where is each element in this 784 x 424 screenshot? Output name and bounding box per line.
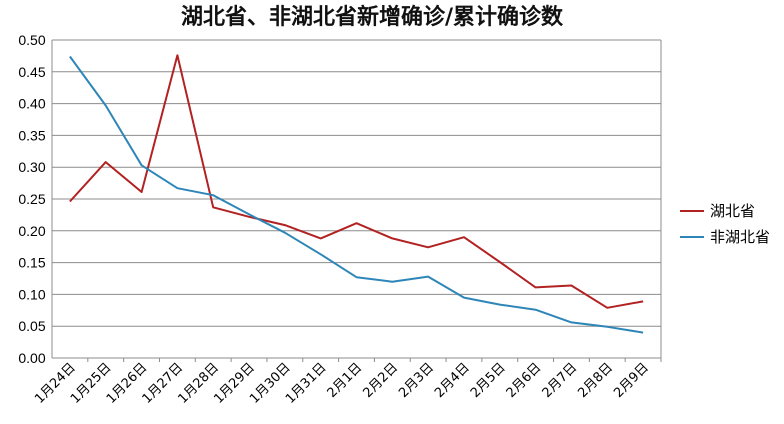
y-tick-label: 0.00 bbox=[18, 350, 45, 366]
x-tick-label: 2月8日 bbox=[575, 360, 616, 401]
y-tick-label: 0.20 bbox=[18, 223, 45, 239]
series-line-1 bbox=[69, 54, 644, 309]
x-tick-label: 2月5日 bbox=[468, 360, 509, 401]
x-tick-label: 2月9日 bbox=[611, 360, 652, 401]
x-tick-label: 2月3日 bbox=[396, 360, 437, 401]
gridlines bbox=[51, 39, 662, 359]
x-tick-label: 2月1日 bbox=[325, 360, 366, 401]
y-tick-label: 0.40 bbox=[18, 96, 45, 112]
y-tick-label: 0.15 bbox=[18, 255, 45, 271]
x-tick-label: 2月2日 bbox=[360, 360, 401, 401]
y-tick-label: 0.30 bbox=[18, 159, 45, 175]
x-tick-label: 2月6日 bbox=[504, 360, 545, 401]
series-line-2 bbox=[69, 55, 644, 334]
x-axis-ticks: 1月24日1月25日1月26日1月27日1月28日1月29日1月30日1月31日… bbox=[32, 358, 662, 407]
y-axis-ticks: 0.00 0.05 0.10 0.15 0.20 0.25 0.30 0.35 0.40 0.45… bbox=[18, 32, 45, 366]
x-tick-label: 2月4日 bbox=[432, 360, 473, 401]
legend-label-1: 湖北省 bbox=[710, 202, 755, 220]
y-tick-label: 0.50 bbox=[18, 32, 45, 48]
legend-label-2: 非湖北省 bbox=[710, 228, 770, 246]
x-tick-label: 2月7日 bbox=[540, 360, 581, 401]
chart-title: 湖北省、非湖北省新增确诊/累计确诊数 bbox=[181, 4, 564, 30]
y-tick-label: 0.35 bbox=[18, 127, 45, 143]
y-tick-label: 0.05 bbox=[18, 318, 45, 334]
y-tick-label: 0.10 bbox=[18, 286, 45, 302]
series-lines bbox=[69, 54, 644, 334]
y-tick-label: 0.25 bbox=[18, 191, 45, 207]
y-tick-label: 0.45 bbox=[18, 64, 45, 80]
